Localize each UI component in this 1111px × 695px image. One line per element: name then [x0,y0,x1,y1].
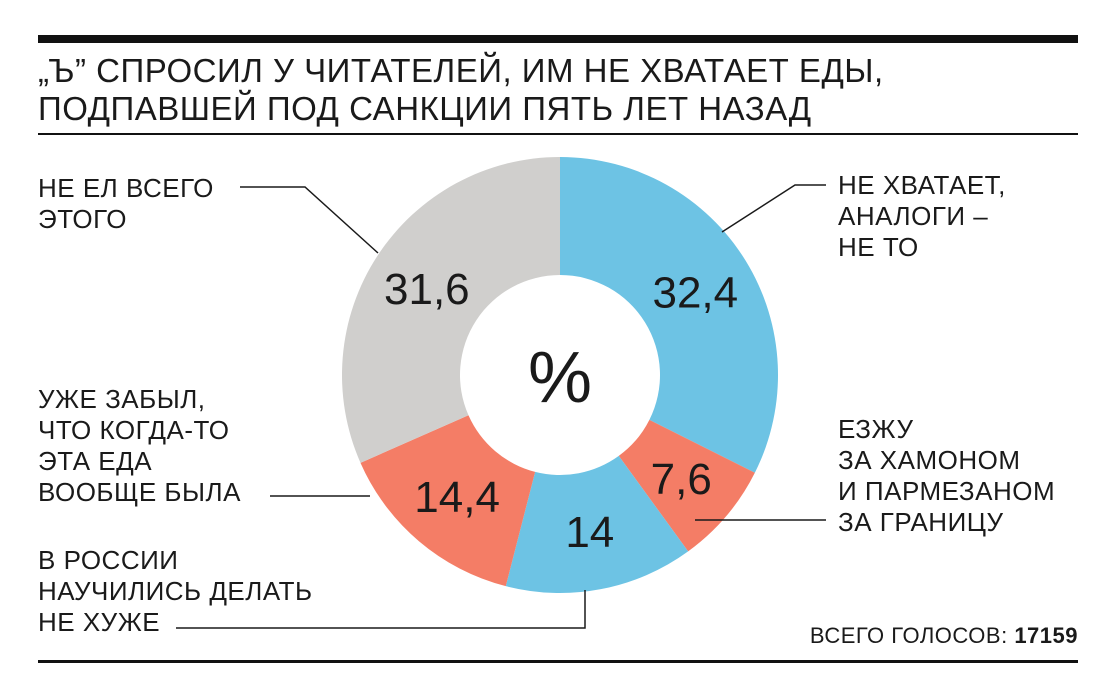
bottom-rule [38,660,1078,663]
chart-title: „Ъ” СПРОСИЛ У ЧИТАТЕЛЕЙ, ИМ НЕ ХВАТАЕТ Е… [38,52,884,127]
slice-label-russia: В РОССИИ НАУЧИЛИСЬ ДЕЛАТЬ НЕ ХУЖЕ [38,545,313,637]
title-divider [38,133,1078,135]
slice-label-forgot: УЖЕ ЗАБЫЛ, ЧТО КОГДА-ТО ЭТА ЕДА ВООБЩЕ Б… [38,384,241,507]
value-label-abroad: 7,6 [651,455,712,504]
total-votes-value: 17159 [1014,623,1078,648]
value-label-not-enough: 32,4 [652,268,738,317]
value-label-forgot: 14,4 [414,473,500,522]
slice-label-never-ate: НЕ ЕЛ ВСЕГО ЭТОГО [38,173,214,234]
leader-line-not-enough [721,184,826,233]
slice-label-abroad: ЕЗЖУ ЗА ХАМОНОМ И ПАРМЕЗАНОМ ЗА ГРАНИЦУ [838,414,1056,537]
leader-line-never-ate [240,186,379,254]
slice-forgot [360,415,536,587]
slice-not-enough [560,157,778,473]
slice-abroad [618,419,755,552]
top-rule [38,35,1078,43]
leader-line-russia [176,590,586,629]
center-percent-label: % [528,338,592,418]
slice-label-not-enough: НЕ ХВАТАЕТ, АНАЛОГИ – НЕ ТО [838,170,1006,262]
slice-russia [505,455,689,593]
value-label-russia: 14 [565,508,614,557]
total-votes: ВСЕГО ГОЛОСОВ: 17159 [810,623,1078,649]
total-votes-label: ВСЕГО ГОЛОСОВ: [809,623,1008,648]
value-label-never-ate: 31,6 [384,265,470,314]
slice-never-ate [342,156,560,463]
